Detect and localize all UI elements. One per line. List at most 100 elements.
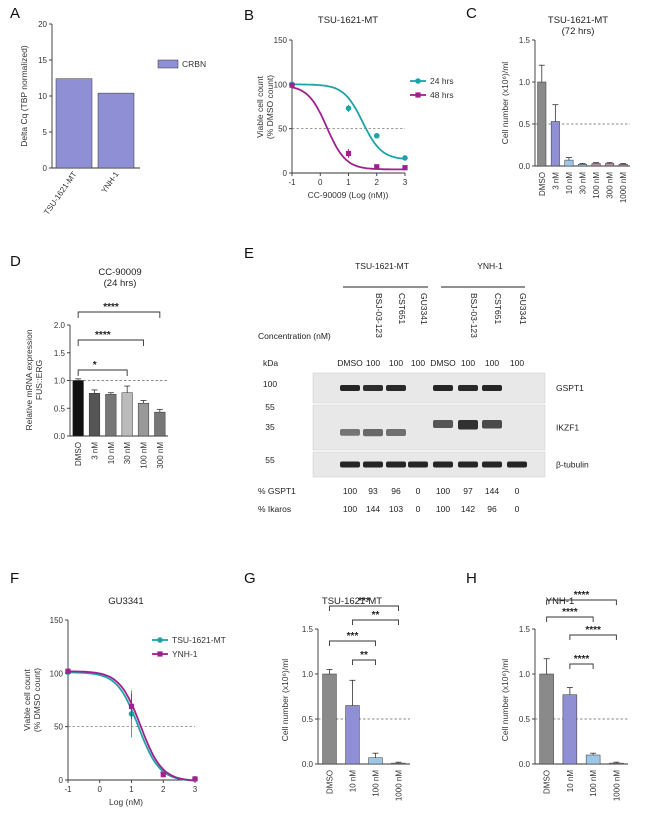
blot-protein-label: GSPT1 [556,383,584,393]
chart-title-B: TSU-1621-MT [318,15,378,26]
x-tick-label-C: 10 nM [565,172,574,195]
y-tick-label-H: 0.5 [519,715,531,724]
x-tick-label-B: 1 [346,178,351,187]
panel-letter-A: A [10,5,20,22]
bar-D [154,411,166,437]
panel-letter-F: F [10,570,19,587]
y-tick-label-D: 2.0 [54,321,66,330]
bar-H [585,754,601,765]
x-tick-label-B: 2 [375,178,380,187]
concentration-value: 100 [461,358,475,368]
kda-marker: 55 [265,455,275,465]
y-axis-label-D: FUS::ERG [34,360,44,400]
y-tick-label-B: 150 [274,36,288,45]
blot-band [458,385,478,391]
significance-bracket-H [546,599,617,605]
bar-D [105,394,117,437]
x-axis-label-F: Log (nM) [109,797,143,807]
bar-C [578,164,587,167]
y-axis-label-B: Viable cell count [255,75,265,137]
blot-band [340,385,360,391]
y-axis-label-H: Cell number (x10⁶)/ml [500,659,510,741]
significance-bracket-G [329,640,376,646]
significance-bracket-H [546,616,594,622]
y-tick-label-C: 1.5 [519,36,531,45]
chart-subtitle-C: (72 hrs) [562,26,595,37]
y-axis-label-A: Delta Cq (TBP normalized) [19,45,29,147]
blot-band [458,461,478,468]
bar-D [137,403,150,437]
legend-marker-F [157,651,163,657]
y-tick-label-A: 0 [43,164,48,173]
chart-title-H: YNH-1 [546,596,575,607]
x-tick-label-F: 1 [129,785,134,794]
significance-label-H: **** [562,607,578,618]
blot-band [340,461,360,468]
data-point-B [345,150,352,157]
blot-band [386,461,406,468]
blot-band [340,429,360,436]
chart-title-F: GU3341 [108,596,143,607]
concentration-value: DMSO [430,358,456,368]
blot-band [482,385,502,391]
concentration-value: DMSO [337,358,363,368]
kda-label: kDa [263,358,278,368]
gspt1-value: 0 [416,486,421,496]
x-tick-label-B: 0 [318,178,323,187]
x-tick-label-H: 100 nM [589,770,598,797]
concentration-value: 100 [389,358,403,368]
ikaros-row-label: % Ikaros [258,504,291,514]
y-axis-label-B-group: Viable cell count (% DMSO count) [255,75,275,139]
y-tick-label-D: 1.0 [54,377,66,386]
bar-C [537,81,547,167]
bar-H [539,673,554,765]
y-axis-label-G: Cell number (x10⁶)/ml [280,659,290,741]
legend-swatch-A [157,59,179,69]
significance-label-D: * [93,360,97,371]
blot-band [386,385,406,391]
concentration-label: Concentration (nM) [258,331,331,341]
blot-compound-label: CST651 [397,293,407,324]
y-tick-label-F: 50 [54,723,63,732]
blot-band [433,420,453,428]
blot-band [363,429,383,437]
legend-label-A: CRBN [182,59,206,69]
bar-G [368,757,383,765]
y-tick-label-D: 0.0 [54,432,66,441]
significance-label-G: ** [360,650,368,661]
series-line-B [292,83,406,160]
kda-marker: 35 [265,422,275,432]
significance-label-H: **** [585,625,601,636]
x-tick-label-G: 1000 nM [395,770,404,801]
x-tick-label-G: DMSO [326,770,335,794]
blot-band [482,420,502,429]
y-axis-label-H-group: Cell number (x10⁶)/ml [500,659,510,741]
significance-bracket-G [352,619,399,625]
bar-G [345,705,360,765]
blot-band [482,461,502,468]
gspt1-row-label: % GSPT1 [258,486,296,496]
gspt1-value: 93 [368,486,378,496]
x-tick-label-A: YNH-1 [99,170,120,195]
significance-bracket-D [77,369,128,376]
panel-letter-G: G [244,570,256,587]
bar-C [550,121,560,167]
data-point-B [374,164,380,170]
legend-label-F: TSU-1621-MT [172,635,226,645]
x-tick-label-F: -1 [64,785,72,794]
ikaros-value: 103 [389,504,403,514]
significance-label-G: *** [347,631,359,642]
concentration-value: 100 [366,358,380,368]
significance-bracket-G [329,605,399,611]
legend-label-B: 24 hrs [430,76,454,86]
x-tick-label-C: 300 nM [606,172,615,199]
y-tick-label-D: 0.5 [54,404,66,413]
x-tick-label-F: 0 [98,785,103,794]
y-tick-label-A: 15 [38,56,47,65]
data-point-B [345,105,352,112]
y-tick-label-A: 5 [43,128,48,137]
bar-H [562,694,578,765]
blot-compound-label: GU3341 [419,293,429,325]
y-tick-label-G: 1.0 [302,670,314,679]
y-axis-label-G-group: Cell number (x10⁶)/ml [280,659,290,741]
